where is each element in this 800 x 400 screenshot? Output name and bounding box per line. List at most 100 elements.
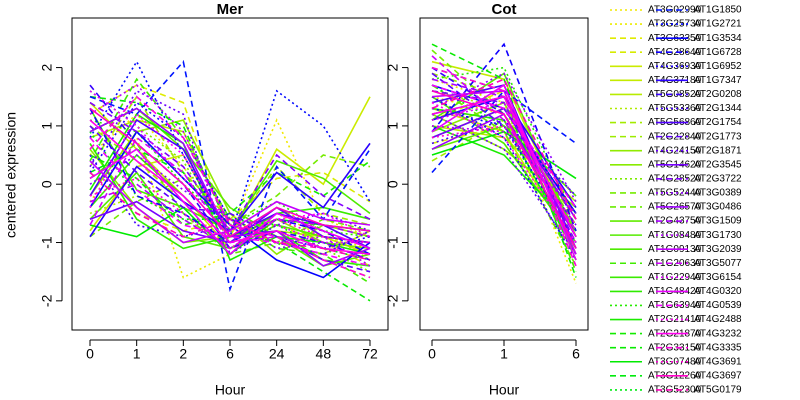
y-tick-label: -2: [385, 294, 401, 307]
legend-label: AT4G3697: [694, 370, 742, 381]
series-line: [89, 95, 371, 279]
legend-label: AT1G22940: [648, 272, 702, 283]
legend-label: AT3G5077: [694, 258, 742, 269]
series-line: [89, 107, 371, 238]
legend-label: AT2G1754: [694, 117, 742, 128]
series-line: [431, 84, 577, 208]
series-line: [89, 148, 371, 244]
series-line: [431, 42, 577, 232]
legend-label: AT4G36930: [648, 61, 702, 72]
legend-label: AT2G0208: [694, 89, 742, 100]
series-line: [431, 101, 577, 243]
legend-label: AT3G1730: [694, 230, 742, 241]
legend-label: AT4G2488: [694, 314, 742, 325]
legend-label: AT4G3232: [694, 328, 742, 339]
legend-label: AT5G0179: [694, 385, 742, 396]
legend-label: AT4G0320: [694, 286, 742, 297]
legend-label: AT4G28640: [648, 47, 702, 58]
y-tick-label: -1: [39, 236, 55, 249]
x-axis-title: Hour: [489, 382, 520, 398]
x-tick-label: 72: [362, 346, 378, 362]
series-line: [89, 171, 371, 261]
series-line: [431, 101, 577, 220]
y-tick-label: -1: [385, 236, 401, 249]
x-tick-label: 6: [226, 346, 234, 362]
series-line: [89, 148, 371, 256]
legend-label: AT5G08520: [648, 89, 702, 100]
legend-label: AT4G24150: [648, 145, 702, 156]
legend-label: AT3G0486: [694, 202, 742, 213]
legend-label: AT2G22840: [648, 131, 702, 142]
series-line: [431, 95, 577, 238]
series-line: [89, 154, 371, 261]
series-line: [89, 112, 371, 238]
legend-label: AT1G63940: [648, 300, 702, 311]
legend-label: AT5G53360: [648, 103, 702, 114]
panel-title: Cot: [492, 1, 517, 18]
series-line: [431, 49, 577, 226]
x-tick-label: 1: [500, 346, 508, 362]
legend-label: AT3G0389: [694, 188, 742, 199]
series-line: [431, 72, 577, 226]
series-line: [431, 72, 577, 261]
legend-label: AT3G07480: [648, 356, 702, 367]
x-tick-label: 48: [316, 346, 332, 362]
plot-frame: [419, 17, 589, 331]
series-line: [431, 119, 577, 197]
legend-label: AT2G3722: [694, 173, 742, 184]
series-line: [431, 83, 577, 261]
series-line: [89, 177, 371, 250]
legend-label: AT1G2721: [694, 19, 742, 30]
legend-label: AT4G0539: [694, 300, 742, 311]
legend-label: AT3G6154: [694, 272, 742, 283]
legend-label: AT3G25730: [648, 19, 702, 30]
legend-label: AT4G3335: [694, 342, 742, 353]
x-tick-label: 0: [428, 346, 436, 362]
legend-label: AT2G43750: [648, 216, 702, 227]
plot-frame: [71, 17, 389, 331]
legend-label: AT4G28520: [648, 173, 702, 184]
y-tick-label: 2: [39, 63, 55, 71]
legend-label: AT3G52300: [648, 385, 702, 396]
legend-label: AT4G3691: [694, 356, 742, 367]
legend-label: AT1G6952: [694, 61, 742, 72]
series-line: [431, 89, 577, 255]
series-line: [431, 66, 577, 267]
legend-label: AT2G1344: [694, 103, 742, 114]
series-line: [89, 131, 371, 261]
legend-label: AT1G6728: [694, 47, 742, 58]
legend-label: AT1G08480: [648, 230, 702, 241]
legend-label: AT3G2039: [694, 244, 742, 255]
x-axis-title: Hour: [215, 382, 246, 398]
x-tick-label: 1: [133, 346, 141, 362]
legend-label: AT1G3534: [694, 33, 742, 44]
series-line: [431, 113, 577, 255]
series-line: [89, 137, 371, 267]
y-axis-title: centered expression: [3, 112, 19, 238]
legend-label: AT2G1871: [694, 145, 742, 156]
y-tick-label: -2: [39, 294, 55, 307]
y-tick-label: 0: [39, 180, 55, 188]
x-tick-label: 24: [269, 346, 285, 362]
x-tick-label: 6: [572, 346, 580, 362]
legend-label: AT1G1850: [694, 5, 742, 16]
legend-label: AT3G1509: [694, 216, 742, 227]
legend-label: AT1G7347: [694, 75, 742, 86]
series-line: [89, 95, 371, 279]
y-tick-label: 1: [385, 122, 401, 130]
series-line: [431, 78, 577, 220]
x-tick-label: 0: [86, 346, 94, 362]
panel-title: Mer: [217, 1, 244, 18]
series-line: [431, 130, 577, 180]
series-line: [431, 43, 577, 278]
x-tick-label: 2: [179, 346, 187, 362]
y-tick-label: 2: [385, 63, 401, 71]
y-tick-label: 0: [385, 180, 401, 188]
y-tick-label: 1: [39, 122, 55, 130]
legend-label: AT5G52440: [648, 188, 702, 199]
legend-label: AT3G02990: [648, 5, 702, 16]
legend-label: AT2G3545: [694, 159, 742, 170]
series-line: [431, 55, 577, 232]
